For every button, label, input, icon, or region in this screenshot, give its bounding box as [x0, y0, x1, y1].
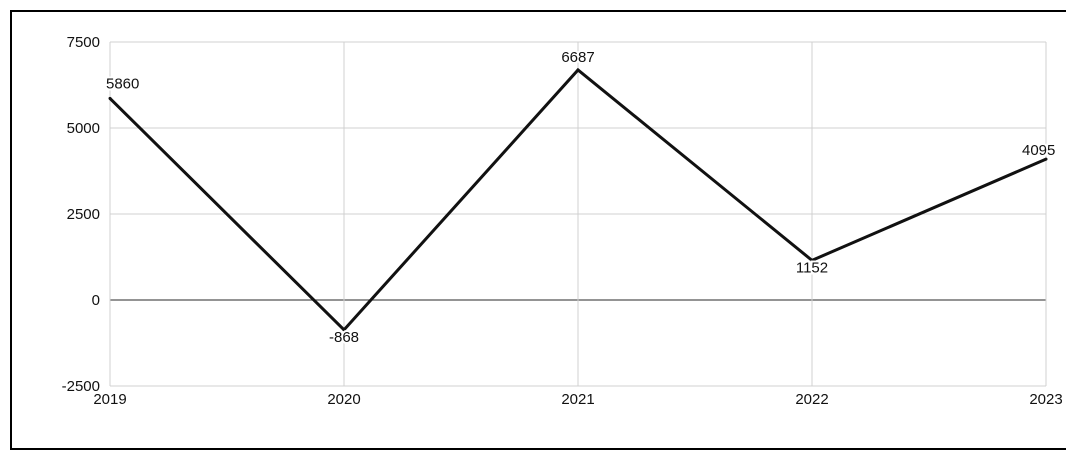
data-label: 1152	[796, 259, 828, 276]
data-point	[576, 68, 580, 72]
y-tick-label: 7500	[67, 34, 100, 51]
y-tick-label: -2500	[62, 378, 100, 395]
x-tick-label: 2020	[327, 391, 360, 408]
chart-frame: -2500 0 2500 5000 7500 2019 2020 2021 2022 2023 58…	[10, 10, 1066, 450]
data-point	[342, 328, 346, 332]
data-point	[810, 258, 814, 262]
line-chart: -2500 0 2500 5000 7500 2019 2020 2021 2022 2023 58…	[62, 34, 1063, 408]
x-tick-label: 2023	[1029, 391, 1062, 408]
y-tick-label: 5000	[67, 120, 100, 137]
data-label: 4095	[1022, 142, 1055, 159]
y-tick-label: 0	[92, 292, 100, 309]
data-point	[1044, 157, 1048, 161]
y-tick-label: 2500	[67, 206, 100, 223]
x-tick-label: 2022	[795, 391, 828, 408]
x-tick-label: 2019	[93, 391, 126, 408]
x-tick-label: 2021	[561, 391, 594, 408]
data-label: 5860	[106, 75, 139, 92]
data-label: -868	[329, 329, 359, 346]
data-label: 6687	[561, 49, 594, 66]
data-point	[108, 96, 112, 100]
